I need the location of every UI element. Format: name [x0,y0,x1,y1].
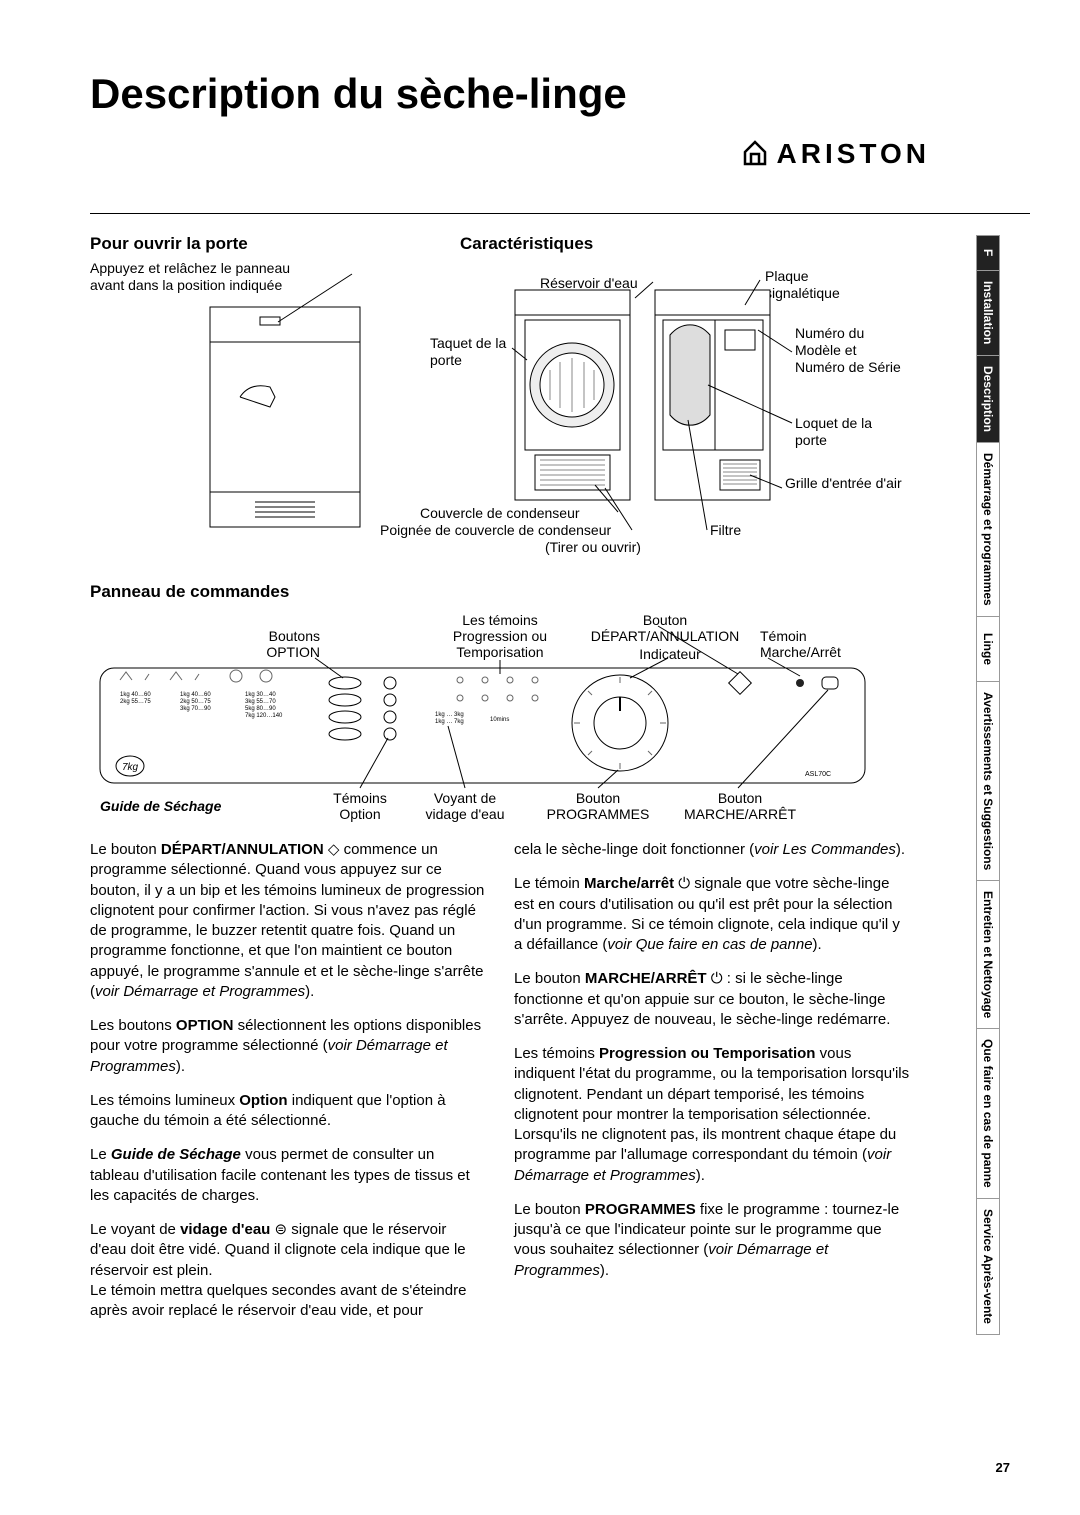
tab-description[interactable]: Description [976,355,1000,442]
body-text-right: cela le sèche-linge doit fonctionner (vo… [514,840,910,1335]
p-r1: cela le sèche-linge doit fonctionner (vo… [514,840,910,860]
p-l3: Les témoins lumineux Option indiquent qu… [90,1091,486,1132]
kg-table-1: 1kg 40…60 [120,692,151,698]
svg-text:3kg 55…70: 3kg 55…70 [245,699,276,705]
p-r5: Le bouton PROGRAMMES fixe le programme :… [514,1200,910,1281]
open-door-heading: Pour ouvrir la porte [90,234,420,254]
divider [90,213,1030,214]
p-r3: Le bouton MARCHE/ARRÊT ⏻ : si le sèche-l… [514,969,910,1030]
features-heading: Caractéristiques [460,234,910,254]
svg-text:7kg 120…140: 7kg 120…140 [245,713,283,719]
kg-right-1: 1kg … 3kg [435,712,464,718]
tab-installation[interactable]: Installation [976,270,1000,355]
model-number: ASL70C [805,771,831,778]
side-tabs: F Installation Description Démarrage et … [976,235,1020,1335]
tab-avertissements[interactable]: Avertissements et Suggestions [976,681,1000,880]
tab-service[interactable]: Service Après-vente [976,1198,1000,1335]
p-l1: Le bouton DÉPART/ANNULATION ◇ commence u… [90,840,486,1002]
tab-lang[interactable]: F [976,235,1000,270]
house-icon [741,138,769,173]
svg-text:7kg: 7kg [122,762,139,773]
p-r2: Le témoin Marche/arrêt ⏻ signale que vot… [514,874,910,955]
svg-text:1kg … 7kg: 1kg … 7kg [435,719,464,725]
p-l2: Les boutons OPTION sélectionnent les opt… [90,1016,486,1077]
tab-linge[interactable]: Linge [976,616,1000,681]
brand-text: ARISTON [777,138,931,169]
control-panel-diagram: 1kg 40…60 2kg 55…75 1kg 40…60 2kg 50…75 … [90,608,910,828]
p-l5: Le voyant de vidage d'eau ⊜ signale que … [90,1220,486,1321]
ten-mins: 10mins [490,717,509,723]
p-r4: Les témoins Progression ou Temporisation… [514,1044,910,1186]
tab-panne[interactable]: Que faire en cas de panne [976,1028,1000,1198]
page-title: Description du sèche-linge [90,70,1030,118]
panel-heading: Panneau de commandes [90,582,910,602]
body-text-left: Le bouton DÉPART/ANNULATION ◇ commence u… [90,840,486,1335]
tab-demarrage[interactable]: Démarrage et programmes [976,442,1000,616]
dryer-features-diagram [460,260,910,570]
svg-text:2kg 50…75: 2kg 50…75 [180,699,211,705]
kg-table-3: 1kg 30…40 [245,692,276,698]
page-number: 27 [996,1460,1010,1475]
tab-entretien[interactable]: Entretien et Nettoyage [976,880,1000,1028]
svg-text:5kg 80…90: 5kg 80…90 [245,706,276,712]
brand-row: ARISTON [90,138,1030,173]
svg-text:2kg 55…75: 2kg 55…75 [120,699,151,705]
svg-text:3kg 70…90: 3kg 70…90 [180,706,211,712]
kg-table-2: 1kg 40…60 [180,692,211,698]
p-l4: Le Guide de Séchage vous permet de consu… [90,1145,486,1206]
